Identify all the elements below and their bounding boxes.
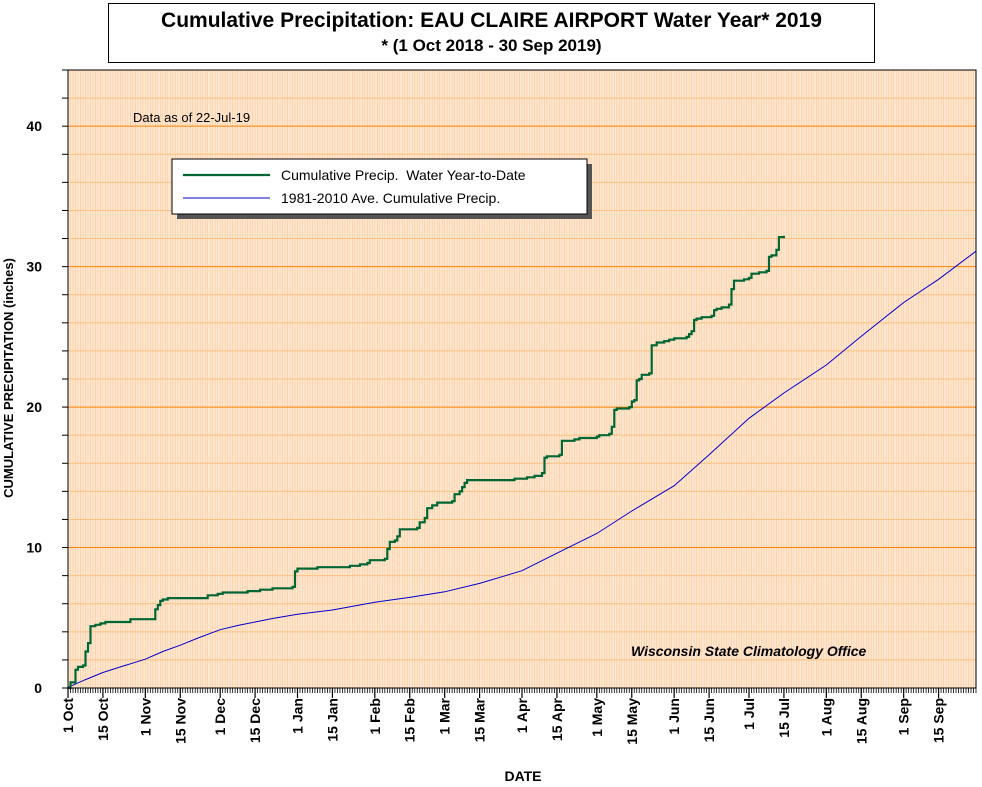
chart-subtitle: * (1 Oct 2018 - 30 Sep 2019) [381, 36, 602, 55]
x-axis-ticks: 1 Oct 15 Oct 1 Nov 15 Nov 1 Dec 15 Dec 1 Jan 15… [60, 688, 977, 745]
x-tick-label: 1 Mar [437, 697, 453, 734]
y-tick-label: 0 [34, 680, 42, 696]
x-axis-label: DATE [504, 768, 541, 784]
x-tick-label: 15 Jun [701, 698, 717, 742]
x-tick-label: 1 Feb [367, 698, 383, 735]
y-tick-label: 10 [26, 540, 42, 556]
x-tick-label: 15 Feb [402, 698, 418, 742]
x-tick-label: 1 Jun [666, 698, 682, 735]
x-tick-label: 1 Jul [741, 698, 757, 730]
observed-precip-line [68, 235, 785, 690]
x-tick-label: 15 Apr [549, 697, 565, 741]
x-tick-label: 15 Nov [172, 698, 188, 744]
y-tick-label: 20 [26, 399, 42, 415]
legend-label-observed: Cumulative Precip. Water Year-to-Date [281, 167, 526, 183]
credit-text: Wisconsin State Climatology Office [631, 643, 867, 659]
legend: Cumulative Precip. Water Year-to-Date 19… [171, 158, 592, 219]
x-tick-label: 15 Sep [931, 698, 947, 743]
y-tick-label: 30 [26, 259, 42, 275]
x-tick-label: 1 Nov [137, 698, 153, 736]
x-tick-label: 15 Oct [95, 698, 111, 741]
x-tick-label: 15 Jul [776, 698, 792, 738]
normal-precip-line [67, 250, 977, 688]
title-box: Cumulative Precipitation: EAU CLAIRE AIR… [108, 3, 875, 63]
x-tick-label: 15 Aug [853, 698, 869, 744]
x-tick-label: 1 Aug [818, 698, 834, 736]
x-tick-label: 1 Dec [212, 698, 228, 736]
x-tick-label: 1 Apr [514, 697, 530, 733]
x-tick-label: 15 May [624, 698, 640, 745]
x-tick-label: 1 Oct [60, 698, 76, 733]
y-tick-label: 40 [26, 118, 42, 134]
x-tick-label: 1 Jan [289, 698, 305, 734]
chart-title: Cumulative Precipitation: EAU CLAIRE AIR… [161, 9, 822, 32]
legend-box [171, 158, 588, 215]
x-tick-label: 15 Dec [247, 698, 263, 743]
data-as-of-note: Data as of 22-Jul-19 [133, 110, 250, 125]
x-tick-label: 15 Mar [472, 697, 488, 742]
x-tick-label: 1 May [589, 698, 605, 737]
legend-label-normal: 1981-2010 Ave. Cumulative Precip. [281, 190, 500, 206]
x-tick-label: 1 Sep [896, 698, 912, 735]
y-axis-ticks: 0 10 20 30 40 [26, 69, 68, 696]
x-tick-label: 15 Jan [324, 698, 340, 742]
y-axis-label: CUMULATIVE PRECIPITATION (inches) [1, 258, 16, 498]
